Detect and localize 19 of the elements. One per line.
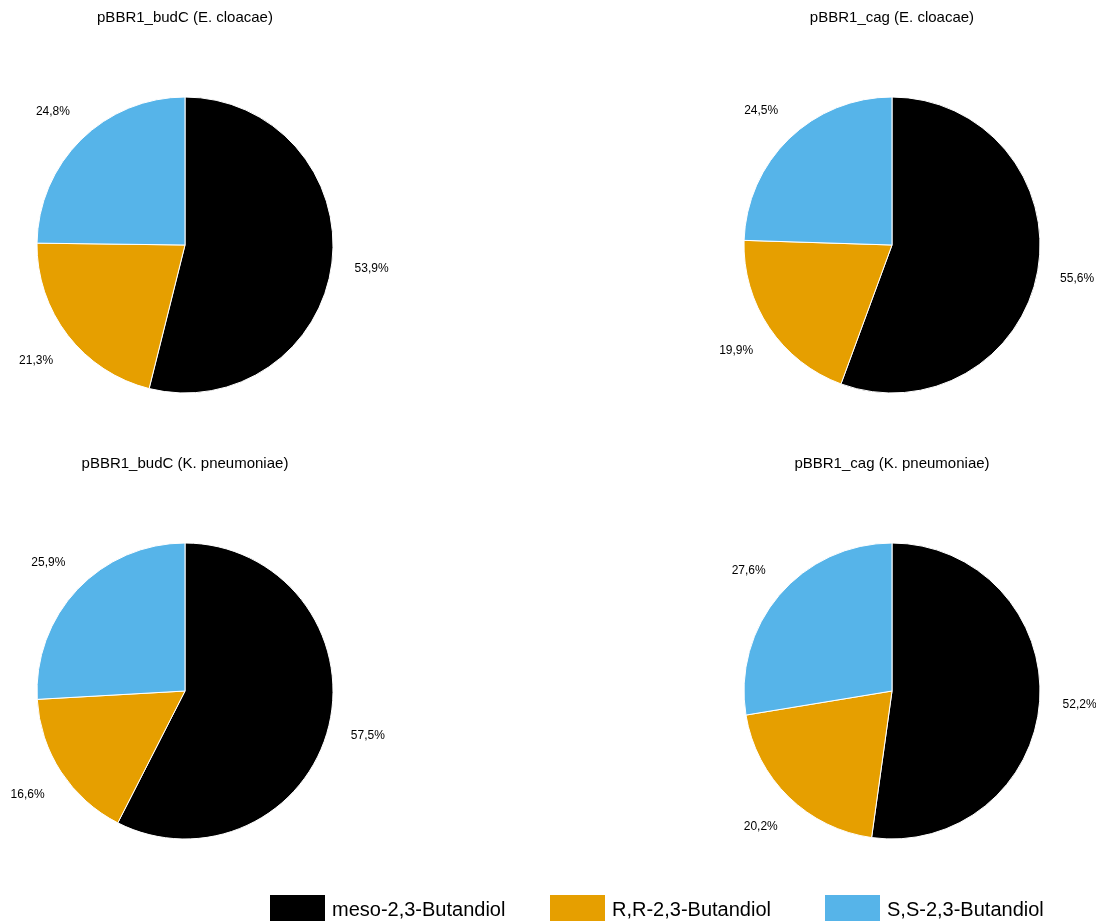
legend-label: R,R-2,3-Butandiol	[612, 898, 771, 920]
chart-title: pBBR1_budC (K. pneumoniae)	[81, 454, 289, 471]
data-label: 21,3%	[19, 352, 54, 367]
legend-label: meso-2,3-Butandiol	[332, 898, 506, 920]
data-label: 52,2%	[1062, 697, 1096, 712]
chart-title: pBBR1_budC (E. cloacae)	[97, 8, 273, 25]
data-label: 16,6%	[10, 786, 45, 801]
chart-title: pBBR1_cag (E. cloacae)	[809, 8, 975, 25]
data-label: 53,9%	[354, 261, 389, 276]
data-label: 20,2%	[743, 818, 779, 833]
data-label: 55,6%	[1060, 271, 1095, 286]
data-label: 19,9%	[719, 343, 754, 358]
chart-title: pBBR1_cag (K. pneumoniae)	[794, 454, 990, 471]
data-label: 25,9%	[31, 555, 66, 570]
data-label: 24,8%	[35, 104, 71, 119]
data-label: 24,5%	[744, 103, 779, 118]
data-label: 57,5%	[350, 728, 386, 743]
data-label: 27,6%	[731, 562, 766, 577]
legend-label: S,S-2,3-Butandiol	[887, 898, 1044, 920]
